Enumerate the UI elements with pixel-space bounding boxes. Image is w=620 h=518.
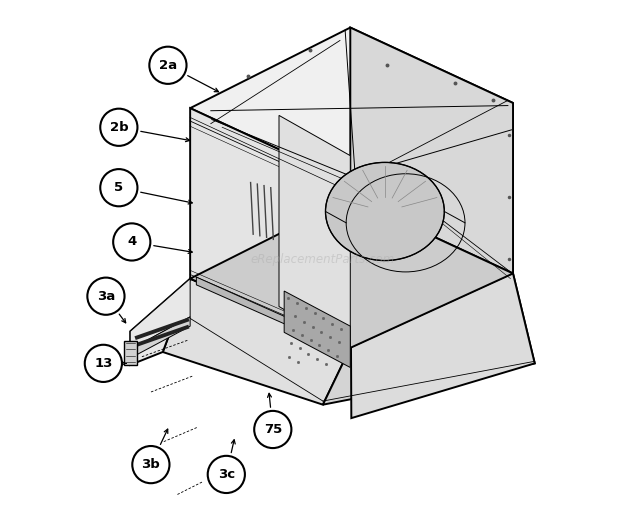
Text: 2a: 2a bbox=[159, 59, 177, 72]
Polygon shape bbox=[130, 317, 190, 358]
Polygon shape bbox=[323, 274, 534, 405]
Polygon shape bbox=[190, 198, 513, 348]
Polygon shape bbox=[350, 27, 513, 274]
Polygon shape bbox=[190, 108, 350, 348]
Ellipse shape bbox=[326, 163, 445, 261]
Text: 3b: 3b bbox=[141, 458, 160, 471]
Text: 4: 4 bbox=[127, 236, 136, 249]
Circle shape bbox=[149, 47, 187, 84]
Circle shape bbox=[87, 278, 125, 315]
Polygon shape bbox=[130, 279, 190, 365]
Circle shape bbox=[208, 456, 245, 493]
Text: eReplacementParts.com: eReplacementParts.com bbox=[251, 252, 395, 266]
Text: 2b: 2b bbox=[110, 121, 128, 134]
Text: 3a: 3a bbox=[97, 290, 115, 303]
Text: 75: 75 bbox=[264, 423, 282, 436]
Polygon shape bbox=[190, 27, 513, 182]
Polygon shape bbox=[350, 198, 534, 418]
Text: 13: 13 bbox=[94, 357, 113, 370]
Polygon shape bbox=[130, 279, 190, 350]
Polygon shape bbox=[163, 279, 350, 405]
Text: 5: 5 bbox=[114, 181, 123, 194]
Polygon shape bbox=[197, 277, 350, 353]
Polygon shape bbox=[124, 341, 137, 365]
Polygon shape bbox=[350, 103, 513, 348]
Text: 3c: 3c bbox=[218, 468, 235, 481]
Polygon shape bbox=[279, 116, 350, 348]
Circle shape bbox=[85, 345, 122, 382]
Polygon shape bbox=[284, 291, 350, 367]
Circle shape bbox=[254, 411, 291, 448]
Circle shape bbox=[100, 169, 138, 206]
Circle shape bbox=[132, 446, 169, 483]
Circle shape bbox=[100, 109, 138, 146]
Circle shape bbox=[113, 223, 151, 261]
